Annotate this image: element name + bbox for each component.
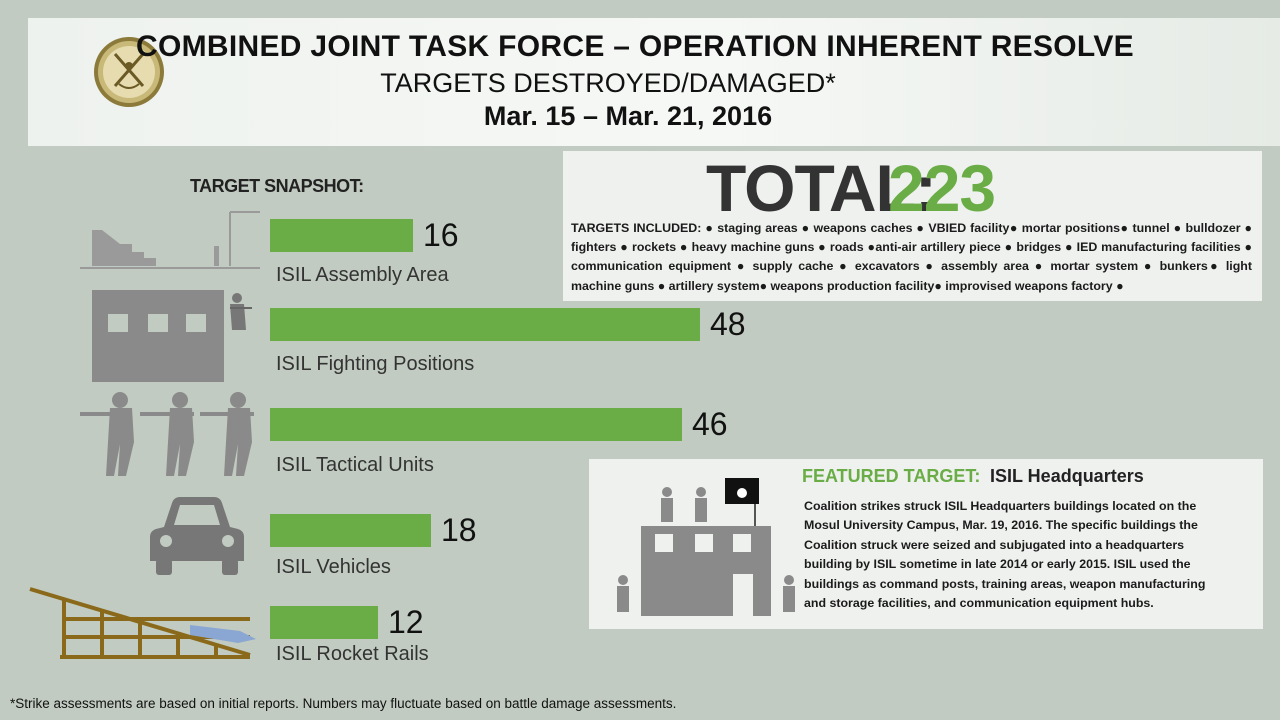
building-stairs-icon: [80, 211, 260, 269]
bar-category-label: ISIL Vehicles: [276, 556, 391, 578]
bar-value-label: 48: [710, 306, 746, 342]
headquarters-building-icon: [617, 478, 795, 616]
featured-description: Coalition strikes struck ISIL Headquarte…: [804, 499, 1206, 611]
footnote: *Strike assessments are based on initial…: [10, 696, 677, 711]
bar-5: [270, 606, 378, 639]
page-title: COMBINED JOINT TASK FORCE – OPERATION IN…: [136, 30, 1134, 63]
featured-name: ISIL Headquarters: [990, 466, 1144, 486]
header-band: [28, 18, 1280, 146]
snapshot-label: TARGET SNAPSHOT:: [190, 176, 364, 196]
date-range: Mar. 15 – Mar. 21, 2016: [483, 101, 773, 131]
bar-4: [270, 514, 431, 547]
bar-value-label: 16: [423, 217, 459, 253]
featured-label: FEATURED TARGET:: [802, 466, 981, 486]
rocket-rail-icon: [29, 587, 256, 659]
bar-category-label: ISIL Fighting Positions: [276, 353, 475, 375]
targets-included-label: TARGETS INCLUDED:: [571, 221, 702, 235]
bar-category-label: ISIL Rocket Rails: [276, 643, 429, 665]
bar-3: [270, 408, 682, 441]
total-label: TOTAL:: [706, 151, 937, 225]
cjtf-seal-icon: [94, 37, 164, 107]
bar-value-label: 46: [692, 406, 728, 442]
soldiers-icon: [80, 392, 254, 476]
car-icon: [150, 497, 244, 575]
targets-included-list: ● staging areas ● weapons caches ● VBIED…: [571, 221, 1252, 293]
page-subtitle: TARGETS DESTROYED/DAMAGED*: [380, 68, 836, 98]
soldier-building-icon: [92, 290, 252, 382]
total-value: 223: [888, 151, 996, 225]
targets-included: TARGETS INCLUDED: ● staging areas ● weap…: [571, 219, 1252, 296]
bar-2: [270, 308, 700, 341]
bar-category-label: ISIL Tactical Units: [276, 454, 434, 476]
bar-value-label: 12: [388, 604, 424, 640]
bar-category-label: ISIL Assembly Area: [276, 264, 449, 286]
total-panel: [563, 151, 1262, 301]
bar-value-label: 18: [441, 512, 477, 548]
bar-1: [270, 219, 413, 252]
